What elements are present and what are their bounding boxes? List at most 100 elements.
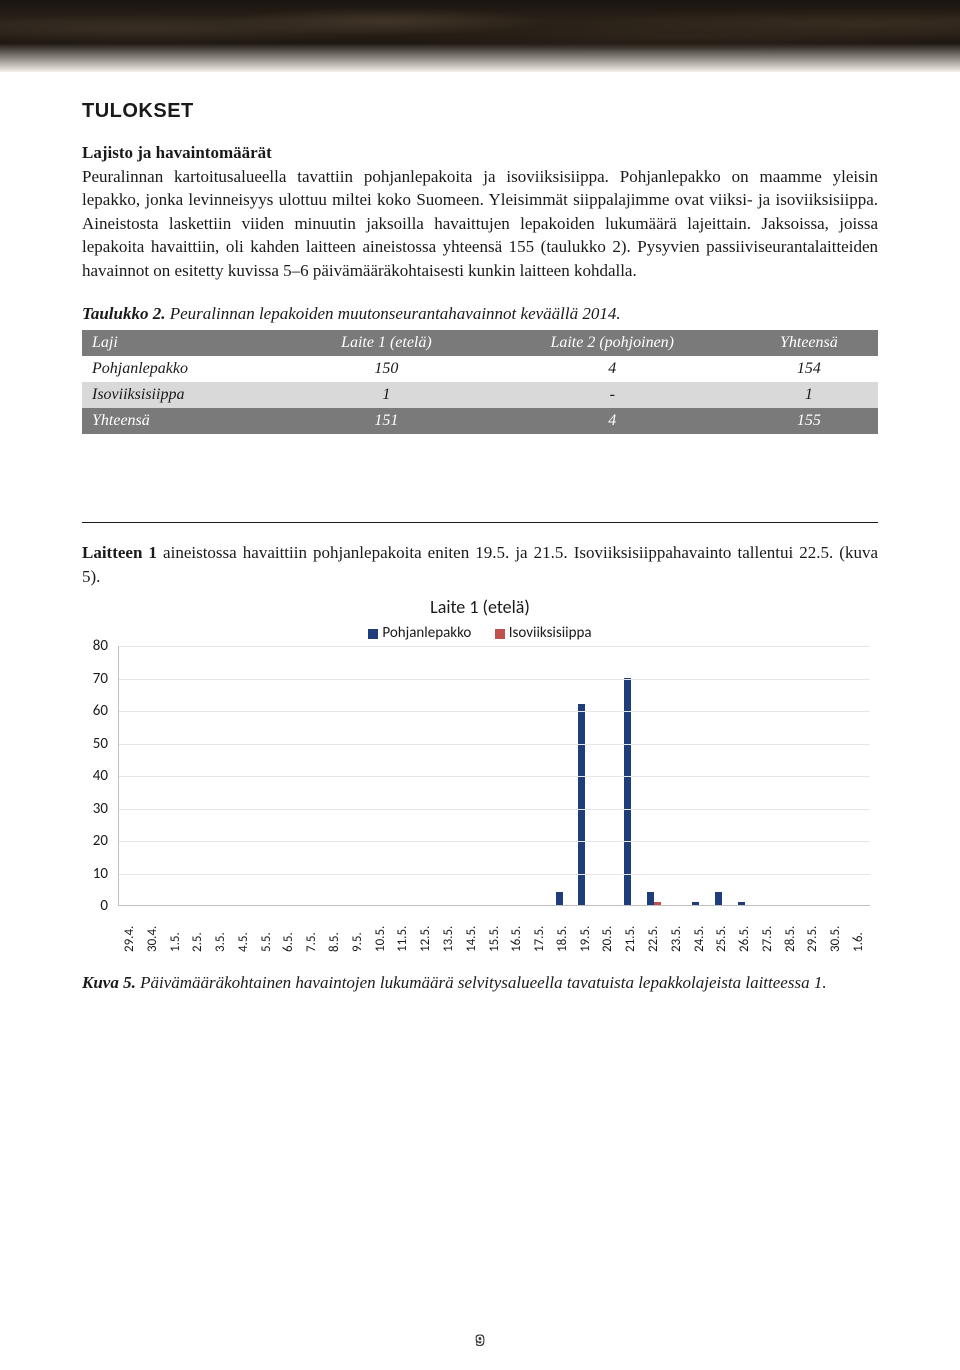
- legend-label-1: Pohjanlepakko: [382, 624, 471, 642]
- bar-series1: [647, 892, 654, 905]
- legend-swatch-1: [368, 629, 378, 639]
- gridline: [119, 711, 870, 712]
- cell: 4: [485, 356, 740, 382]
- cell: 4: [485, 408, 740, 434]
- y-tick-label: 10: [93, 865, 108, 883]
- x-tick-label: 5.5.: [255, 910, 278, 952]
- x-tick-label: 30.5.: [824, 910, 847, 952]
- x-tick-label: 19.5.: [574, 910, 597, 952]
- x-tick-label: 25.5.: [710, 910, 733, 952]
- figure-caption-text: Päivämääräkohtainen havaintojen lukumäär…: [136, 973, 827, 992]
- x-tick-label: 29.4.: [118, 910, 141, 952]
- y-tick-label: 80: [93, 637, 108, 655]
- gridline: [119, 809, 870, 810]
- cell: -: [485, 382, 740, 408]
- summary-table: Laji Laite 1 (etelä) Laite 2 (pohjoinen)…: [82, 330, 878, 434]
- cell: Isoviiksisiippa: [82, 382, 288, 408]
- bar-series1: [738, 902, 745, 905]
- y-tick-label: 0: [100, 897, 108, 915]
- x-tick-label: 22.5.: [642, 910, 665, 952]
- x-tick-label: 15.5.: [483, 910, 506, 952]
- th-0: Laji: [82, 330, 288, 356]
- gridline: [119, 646, 870, 647]
- bar-series1: [715, 892, 722, 905]
- x-tick-label: 29.5.: [801, 910, 824, 952]
- x-tick-label: 20.5.: [596, 910, 619, 952]
- horizontal-rule: [82, 522, 878, 523]
- legend-swatch-2: [495, 629, 505, 639]
- x-tick-label: 17.5.: [528, 910, 551, 952]
- legend-item-2: Isoviiksisiippa: [495, 624, 592, 642]
- y-tick-label: 30: [93, 800, 108, 818]
- bar-series1: [556, 892, 563, 905]
- y-tick-label: 70: [93, 670, 108, 688]
- bar-chart: 01020304050607080 29.4.30.4.1.5.2.5.3.5.…: [84, 646, 874, 966]
- x-tick-label: 16.5.: [505, 910, 528, 952]
- legend-label-2: Isoviiksisiippa: [509, 624, 592, 642]
- cell: 150: [288, 356, 485, 382]
- bar-series1: [578, 704, 585, 906]
- gridline: [119, 776, 870, 777]
- x-tick-label: 21.5.: [619, 910, 642, 952]
- x-tick-label: 14.5.: [460, 910, 483, 952]
- x-tick-label: 27.5.: [756, 910, 779, 952]
- y-axis-labels: 01020304050607080: [84, 646, 112, 906]
- bar-series1: [692, 902, 699, 905]
- table-header-row: Laji Laite 1 (etelä) Laite 2 (pohjoinen)…: [82, 330, 878, 356]
- cell: Yhteensä: [82, 408, 288, 434]
- chart-title: Laite 1 (etelä): [82, 596, 878, 618]
- table-caption-label: Taulukko 2.: [82, 304, 165, 323]
- chart-intro-strong: Laitteen 1: [82, 543, 157, 562]
- table-row: Pohjanlepakko 150 4 154: [82, 356, 878, 382]
- cell: 154: [740, 356, 878, 382]
- x-tick-label: 9.5.: [346, 910, 369, 952]
- x-tick-label: 3.5.: [209, 910, 232, 952]
- x-tick-label: 26.5.: [733, 910, 756, 952]
- cell: 151: [288, 408, 485, 434]
- header-texture: [0, 0, 960, 72]
- th-3: Yhteensä: [740, 330, 878, 356]
- x-tick-label: 13.5.: [437, 910, 460, 952]
- x-tick-label: 8.5.: [323, 910, 346, 952]
- cell: Pohjanlepakko: [82, 356, 288, 382]
- x-tick-label: 10.5.: [369, 910, 392, 952]
- table-row: Isoviiksisiippa 1 - 1: [82, 382, 878, 408]
- x-tick-label: 18.5.: [551, 910, 574, 952]
- page-content: TULOKSET Lajisto ja havaintomäärät Peura…: [0, 72, 960, 995]
- page-number: 9: [476, 1332, 484, 1348]
- x-axis-labels: 29.4.30.4.1.5.2.5.3.5.4.5.5.5.6.5.7.5.8.…: [118, 910, 870, 952]
- y-tick-label: 50: [93, 735, 108, 753]
- gridline: [119, 874, 870, 875]
- subsection-heading: Lajisto ja havaintomäärät: [82, 143, 878, 163]
- x-tick-label: 1.6.: [847, 910, 870, 952]
- cell: 1: [288, 382, 485, 408]
- figure-caption: Kuva 5. Päivämääräkohtainen havaintojen …: [82, 972, 878, 995]
- gridline: [119, 744, 870, 745]
- legend-item-1: Pohjanlepakko: [368, 624, 474, 642]
- table-caption: Taulukko 2. Peuralinnan lepakoiden muuto…: [82, 304, 878, 324]
- x-tick-label: 12.5.: [414, 910, 437, 952]
- x-tick-label: 2.5.: [186, 910, 209, 952]
- chart-intro-text: aineistossa havaittiin pohjanlepakoita e…: [82, 543, 878, 585]
- x-tick-label: 30.4.: [141, 910, 164, 952]
- x-tick-label: 7.5.: [300, 910, 323, 952]
- x-tick-label: 23.5.: [665, 910, 688, 952]
- x-tick-label: 24.5.: [688, 910, 711, 952]
- y-tick-label: 40: [93, 767, 108, 785]
- cell: 155: [740, 408, 878, 434]
- bar-series2: [654, 902, 661, 905]
- table-caption-text: Peuralinnan lepakoiden muutonseurantahav…: [165, 304, 620, 323]
- x-tick-label: 1.5.: [164, 910, 187, 952]
- y-tick-label: 20: [93, 832, 108, 850]
- cell: 1: [740, 382, 878, 408]
- figure-caption-label: Kuva 5.: [82, 973, 136, 992]
- x-tick-label: 11.5.: [391, 910, 414, 952]
- x-tick-label: 28.5.: [779, 910, 802, 952]
- plot-area: [118, 646, 870, 906]
- chart-legend: Pohjanlepakko Isoviiksisiippa: [82, 624, 878, 642]
- x-tick-label: 6.5.: [277, 910, 300, 952]
- th-2: Laite 2 (pohjoinen): [485, 330, 740, 356]
- th-1: Laite 1 (etelä): [288, 330, 485, 356]
- gridline: [119, 679, 870, 680]
- gridline: [119, 841, 870, 842]
